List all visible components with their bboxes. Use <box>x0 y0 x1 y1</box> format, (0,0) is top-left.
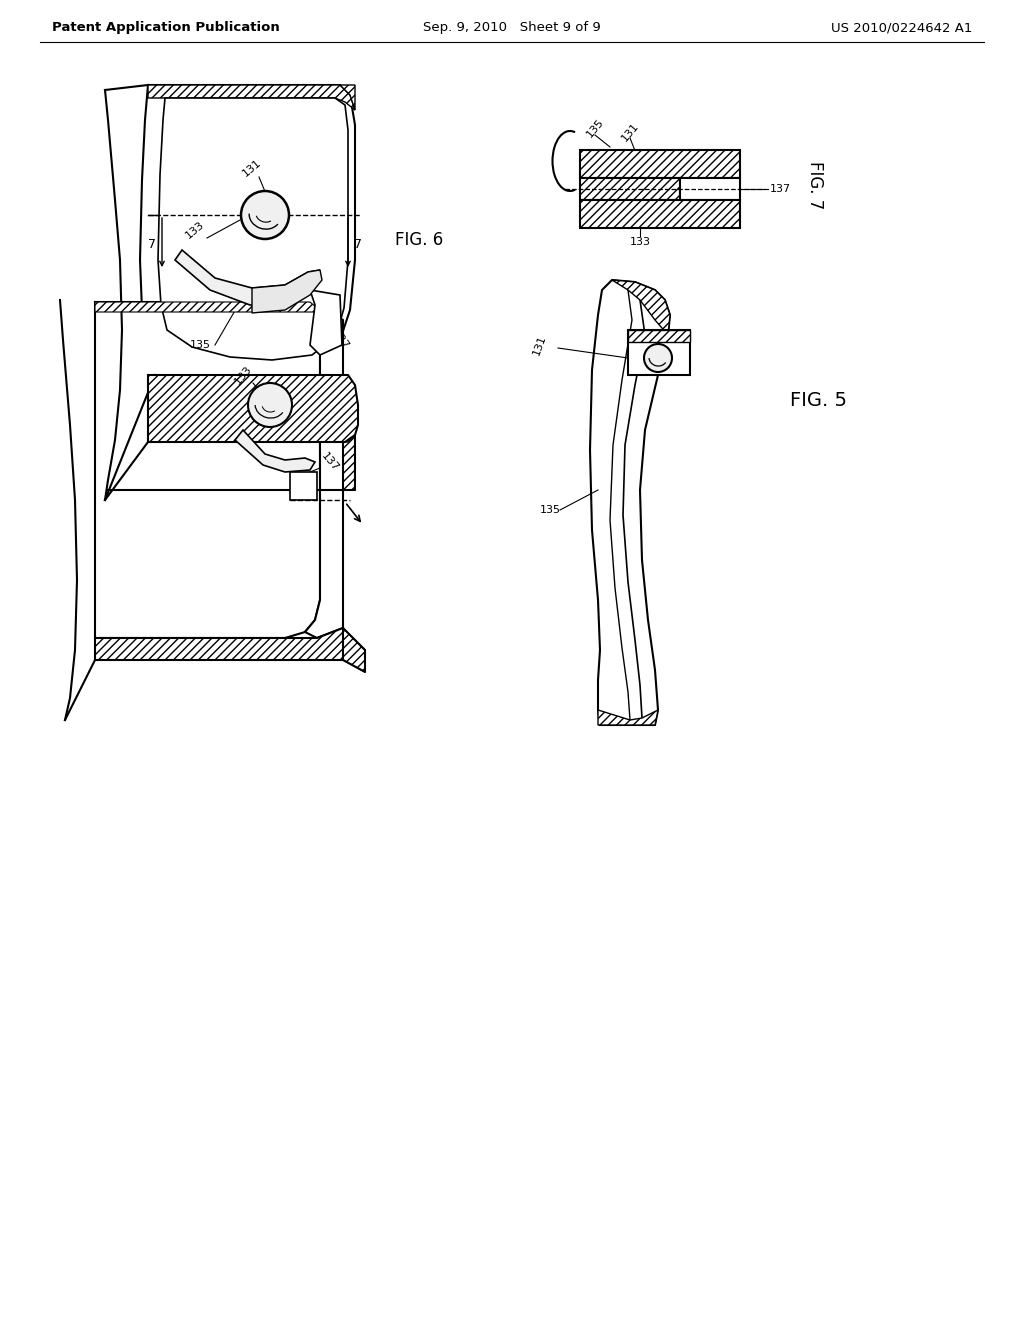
Polygon shape <box>680 178 740 201</box>
Text: 131: 131 <box>620 120 641 144</box>
Polygon shape <box>105 375 355 500</box>
Polygon shape <box>628 330 690 342</box>
Text: US 2010/0224642 A1: US 2010/0224642 A1 <box>830 21 972 34</box>
Polygon shape <box>95 628 343 660</box>
Text: 7: 7 <box>354 239 362 252</box>
Text: 135: 135 <box>585 116 606 139</box>
Text: 135: 135 <box>189 341 211 350</box>
Text: Sep. 9, 2010   Sheet 9 of 9: Sep. 9, 2010 Sheet 9 of 9 <box>423 21 601 34</box>
Text: 131: 131 <box>531 334 548 356</box>
Text: 131: 131 <box>241 157 263 178</box>
Text: 137: 137 <box>319 450 341 474</box>
Text: 133: 133 <box>232 364 254 387</box>
Circle shape <box>248 383 292 426</box>
Polygon shape <box>580 201 740 228</box>
Polygon shape <box>580 178 680 201</box>
Polygon shape <box>310 290 342 355</box>
Polygon shape <box>158 98 348 360</box>
Text: 7: 7 <box>148 239 156 252</box>
Polygon shape <box>175 249 319 305</box>
Text: 137: 137 <box>330 329 350 351</box>
Polygon shape <box>148 375 358 442</box>
Text: 133: 133 <box>183 219 206 240</box>
Text: 135: 135 <box>540 506 561 515</box>
Polygon shape <box>95 302 319 638</box>
Polygon shape <box>140 84 355 375</box>
Text: Patent Application Publication: Patent Application Publication <box>52 21 280 34</box>
Text: FIG. 6: FIG. 6 <box>395 231 443 249</box>
Text: 133: 133 <box>630 238 650 247</box>
Polygon shape <box>343 628 365 672</box>
Polygon shape <box>290 473 317 500</box>
Polygon shape <box>234 430 315 473</box>
Polygon shape <box>598 710 658 725</box>
Polygon shape <box>590 280 670 725</box>
Polygon shape <box>340 84 355 110</box>
Circle shape <box>241 191 289 239</box>
Polygon shape <box>580 150 740 178</box>
Text: FIG. 7: FIG. 7 <box>806 161 824 209</box>
Polygon shape <box>305 308 343 638</box>
Text: FIG. 5: FIG. 5 <box>790 391 847 409</box>
Polygon shape <box>95 302 343 319</box>
Text: 137: 137 <box>770 183 792 194</box>
Circle shape <box>644 345 672 372</box>
Polygon shape <box>148 84 355 110</box>
Polygon shape <box>612 280 670 335</box>
Polygon shape <box>252 271 322 313</box>
Polygon shape <box>628 330 690 375</box>
